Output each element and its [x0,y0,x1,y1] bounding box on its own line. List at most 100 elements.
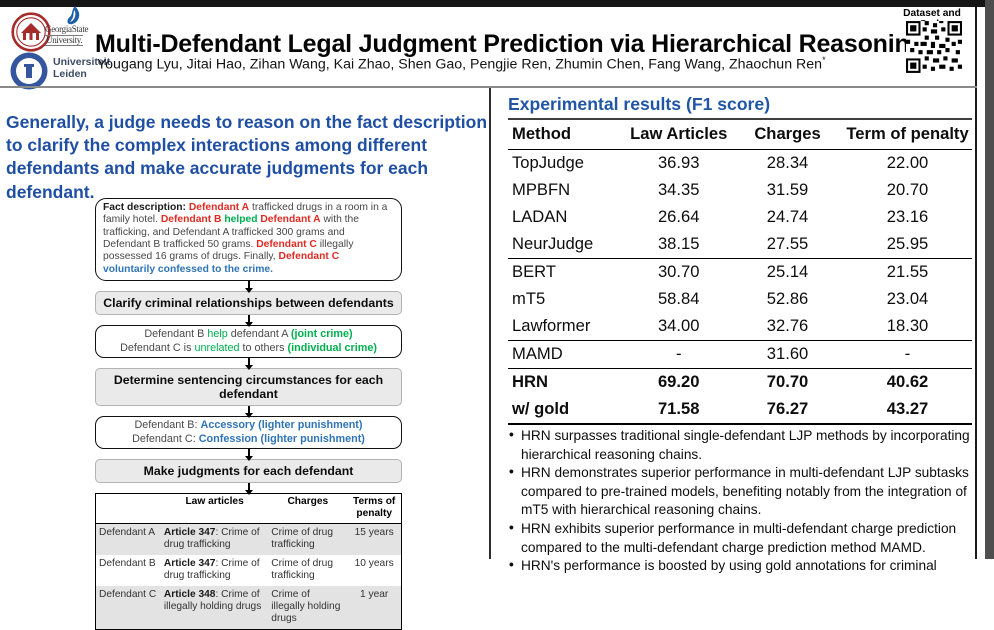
f1-charges: 28.34 [766,153,809,172]
table-row: mT5 58.84 52.86 23.04 [508,286,972,313]
defendant-a-ref: Defendant A [260,214,321,226]
results-header-row: Method Law Articles Charges Term of pena… [508,120,972,150]
accessory-tag: Accessory (lighter punishment) [200,419,363,432]
f1-charges: 25.14 [732,258,844,286]
rel-text: defendant A [227,328,291,341]
unrelated-ref: unrelated [194,341,240,354]
table-row: MPBFN 34.35 31.59 20.70 [508,177,972,204]
jt-header-law-articles: Law articles [160,493,269,524]
fact-text: with the trafficking, and Defendant A tr… [103,214,359,251]
rt-header-term: Term of penalty [843,120,972,150]
method-name: LADAN [512,207,568,226]
sent-text: Defendant B: [134,419,201,432]
jt-defendant: Defendant B [99,557,156,569]
f1-charges: 27.55 [766,234,809,253]
jt-charge: Crime of drug trafficking [271,557,334,581]
leiden-logo-text: Universiteit Leiden [53,56,110,80]
reasoning-flowchart: Fact description: Defendant A trafficked… [95,198,402,630]
jt-law-article: Article 347: Crime of drug trafficking [161,555,268,586]
poster-right-border [975,7,977,559]
relationship-line-1: Defendant B help defendant A (joint crim… [100,328,397,342]
bullet-text: HRN surpasses traditional single-defenda… [521,428,970,462]
f1-law: 38.15 [657,234,700,253]
georgia-state-flame-icon [67,6,80,25]
table-row-hrn: HRN 69.20 70.70 40.62 [508,368,972,396]
rel-text: to others [239,341,288,354]
article-number: Article 348 [163,588,216,600]
sentencing-line-1: Defendant B: Accessory (lighter punishme… [100,419,397,433]
down-arrow-icon [247,315,250,326]
f1-charges: 32.76 [766,316,809,335]
paper-title: Multi-Defendant Legal Judgment Predictio… [95,29,925,58]
f1-term: - [843,340,972,369]
method-name: NeurJudge [512,234,594,253]
window-top-bar [0,0,994,7]
table-row: Defendant C Article 348: Crime of illega… [95,585,402,630]
gsu-wordmark-line2: University. [45,34,84,46]
method-name: MPBFN [512,180,571,199]
f1-charges: 31.59 [766,180,809,199]
f1-law: 26.64 [657,207,700,226]
f1-charges: 70.70 [732,368,844,396]
method-name: Lawformer [512,316,591,335]
window-right-edge [985,0,994,559]
table-row: TopJudge 36.93 28.34 22.00 [508,150,972,178]
table-row: Defendant A Article 347: Crime of drug t… [95,523,402,555]
method-name: TopJudge [512,153,584,172]
leiden-university-seal-logo [10,52,48,90]
authors-text: Yougang Lyu, Jitai Hao, Zihan Wang, Kai … [97,56,823,73]
jt-defendant: Defendant C [95,585,161,630]
authors-asterisk: * [822,55,826,65]
help-ref: help [207,328,228,341]
leiden-wordmark-line2: Leiden [53,67,87,80]
jt-header-terms: Terms of penalty [347,493,402,524]
column-divider [489,88,491,559]
sent-text: Defendant C: [132,432,199,445]
confession-tag: Confession (lighter punishment) [198,432,365,445]
bullet-text: HRN exhibits superior performance in mul… [521,520,957,555]
f1-term: 18.30 [886,316,929,335]
f1-term: 23.16 [886,207,929,226]
f1-law: - [625,340,733,369]
jt-law-article: Article 348: Crime of illegally holding … [160,585,269,630]
method-name: w/ gold [508,396,626,425]
judgment-table: Law articles Charges Terms of penalty De… [95,493,402,630]
method-name: HRN [508,368,626,396]
bullet-item: HRN demonstrates superior performance in… [508,463,975,520]
bullet-text: HRN demonstrates superior performance in… [521,465,969,518]
jt-law-article: Article 347: Crime of drug trafficking [160,523,269,555]
helped-ref: helped [221,214,261,226]
down-arrow-icon [247,358,250,369]
fact-label: Fact description: [103,202,189,213]
method-name: mT5 [512,289,546,308]
relationship-line-2: Defendant C is unrelated to others (indi… [100,342,397,356]
f1-charges: 76.27 [732,396,844,425]
f1-term: 40.62 [843,368,972,396]
gsu-wordmark-line1: GeorgiaState [45,24,89,34]
rt-header-law-articles: Law Articles [625,120,733,150]
red-university-seal-logo [11,12,51,52]
f1-law: 71.58 [625,396,733,425]
fact-text: illegally possessed 16 grams of drugs. F… [103,239,354,263]
table-row: NeurJudge 38.15 27.55 25.95 [508,231,972,259]
fact-text: trafficked drugs in a room in a family h… [103,202,388,226]
bullet-item: HRN exhibits superior performance in mul… [508,519,975,557]
jt-term: 1 year [347,585,402,630]
sentencing-result-box: Defendant B: Accessory (lighter punishme… [95,416,402,450]
jt-header-charges: Charges [268,493,348,524]
step-determine-sentencing: Determine sentencing circumstances for e… [95,368,402,407]
f1-term: 21.55 [843,258,972,286]
jt-term: 10 years [354,557,394,569]
rt-header-method: Method [508,120,626,150]
f1-law: 69.20 [625,368,733,396]
experimental-results-section: Experimental results (F1 score) Method L… [508,94,972,425]
down-arrow-icon [247,449,250,460]
method-name: BERT [508,258,626,286]
f1-law: 58.84 [657,289,700,308]
f1-term: 25.95 [886,234,929,253]
jt-defendant: Defendant A [95,523,161,555]
jt-term: 15 years [347,523,402,555]
jt-charge: Crime of illegally holding drugs [268,585,348,630]
fact-description-box: Fact description: Defendant A trafficked… [95,198,402,282]
down-arrow-icon [247,483,250,494]
